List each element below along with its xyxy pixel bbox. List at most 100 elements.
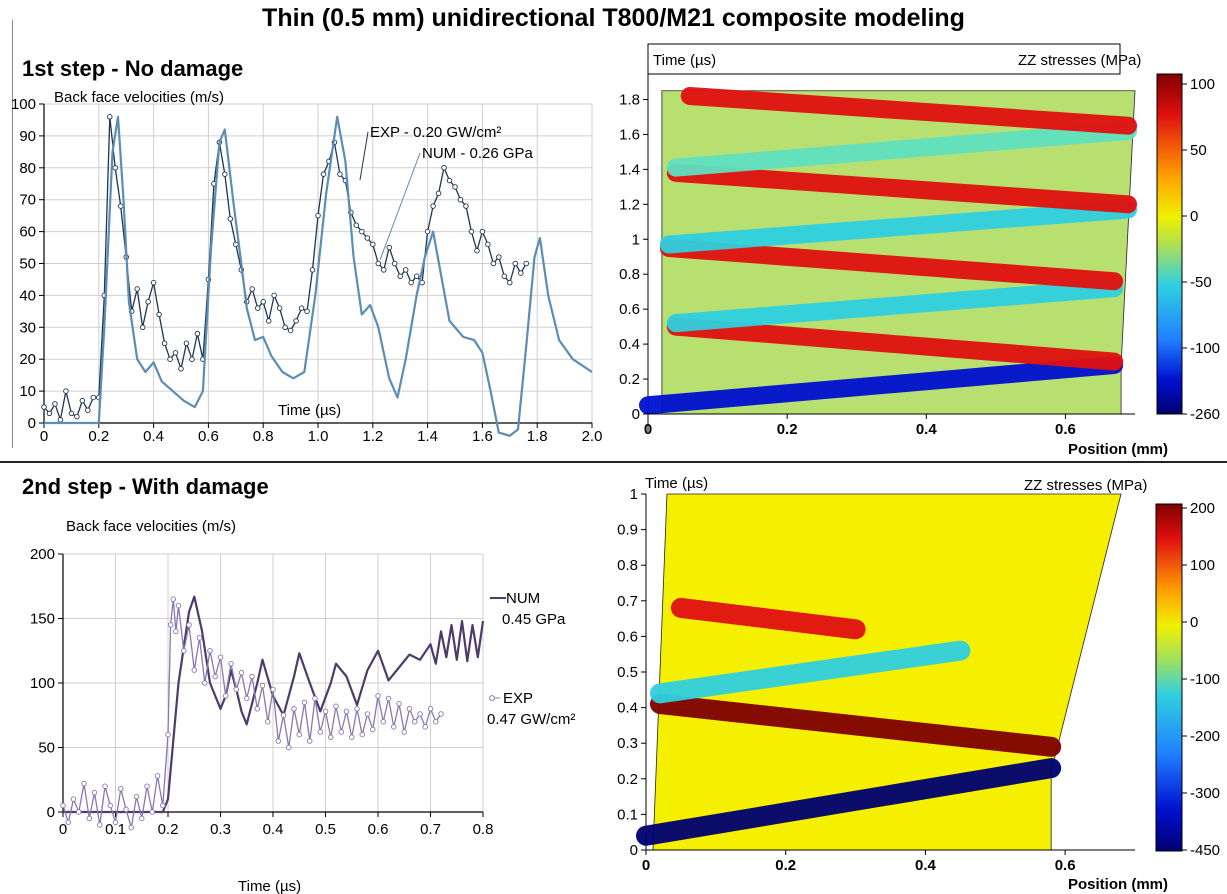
data-point xyxy=(364,711,371,717)
colorbar-tick-label: 100 xyxy=(1190,76,1215,93)
data-point xyxy=(391,724,397,730)
data-point xyxy=(159,802,166,809)
data-point xyxy=(446,177,453,184)
data-point xyxy=(149,809,155,815)
data-point xyxy=(81,780,87,787)
x-tick-label: 0.5 xyxy=(315,821,336,838)
section-divider xyxy=(0,461,1227,463)
data-point xyxy=(412,718,418,725)
x-tick-label: 1.8 xyxy=(527,428,548,445)
colorbar-label: ZZ stresses (MPa) xyxy=(1024,477,1147,494)
y-tick-label: 0 xyxy=(28,415,36,432)
y-tick-label: 10 xyxy=(19,383,36,400)
data-point xyxy=(406,706,413,712)
y-tick-label: 0.4 xyxy=(617,700,638,717)
x-tick-label: 0 xyxy=(59,821,67,838)
y-tick-label: 200 xyxy=(30,546,55,563)
data-point xyxy=(186,622,192,628)
y-tick-label: 1.8 xyxy=(619,91,640,108)
data-point xyxy=(254,305,261,311)
data-point xyxy=(85,407,91,413)
y-tick-label: 0.6 xyxy=(617,628,638,645)
data-point xyxy=(359,731,366,738)
y-axis-label: Time (µs) xyxy=(645,475,708,492)
data-point xyxy=(359,228,365,235)
x-tick-label: 2.0 xyxy=(582,428,603,445)
stress-wave-band xyxy=(659,239,1124,291)
data-point xyxy=(91,789,98,796)
data-point xyxy=(167,622,174,628)
data-point xyxy=(238,669,245,676)
series-line-2 xyxy=(62,598,442,829)
data-point xyxy=(479,228,486,235)
data-point xyxy=(370,241,376,248)
data-point xyxy=(296,731,303,738)
data-point xyxy=(265,718,271,725)
data-point xyxy=(315,212,321,219)
step1-title: 1st step - No damage xyxy=(22,56,244,81)
data-point xyxy=(271,292,277,299)
stress-wave-band xyxy=(636,758,1062,846)
colorbar-tick-label: 100 xyxy=(1190,557,1215,574)
data-point xyxy=(375,260,382,267)
stress-map-no-damage: Time (µs) ZZ stresses (MPa) 0 0.2 0.4 0.600… xyxy=(619,43,1220,458)
x-tick-label: 0.8 xyxy=(253,428,274,445)
x-tick-label: 0.4 xyxy=(915,857,937,874)
colorbar-tick-label: -100 xyxy=(1190,340,1220,357)
y-tick-label: 100 xyxy=(11,96,36,113)
data-point xyxy=(156,311,162,318)
x-tick-label: 1.2 xyxy=(362,428,383,445)
stress-wave-band xyxy=(680,86,1138,135)
data-point xyxy=(424,228,431,235)
y-tick-label: 1.4 xyxy=(619,161,640,178)
data-point xyxy=(207,647,213,654)
data-point xyxy=(375,693,381,699)
data-point xyxy=(309,267,316,273)
x-axis-label: Position (mm) xyxy=(1068,441,1168,458)
y-tick-label: 0 xyxy=(47,804,55,821)
data-point xyxy=(322,708,329,715)
y-tick-label: 0.7 xyxy=(617,593,638,610)
data-point xyxy=(90,394,97,401)
data-point xyxy=(86,815,92,822)
data-point xyxy=(496,254,502,260)
y-tick-label: 40 xyxy=(19,287,36,304)
y-tick-label: 50 xyxy=(38,740,55,757)
data-point xyxy=(123,806,129,813)
data-point xyxy=(370,726,376,733)
stress-wave-band xyxy=(649,640,971,704)
y-tick-label: 150 xyxy=(30,611,55,628)
x-tick-label: 0.2 xyxy=(775,857,796,874)
x-tick-label: 0.4 xyxy=(263,821,284,838)
data-point xyxy=(312,695,318,702)
velocity-chart-with-damage: 0 0.1 0.2 0.3 0.4 0.5 0.6 0.7 0.8 0 50 100 150 200 Ba… xyxy=(30,518,575,894)
data-point xyxy=(333,703,339,709)
data-point xyxy=(337,171,343,177)
data-point xyxy=(183,340,190,346)
data-point xyxy=(301,699,308,706)
data-point xyxy=(438,711,444,717)
y-tick-label: 0.2 xyxy=(619,371,640,388)
colorbar-tick-label: 0 xyxy=(1190,208,1198,225)
y-tick-label: 0.3 xyxy=(617,735,638,752)
colorbar-ticks: 100 50 0 -50 -100 -260 xyxy=(1182,76,1220,423)
data-point xyxy=(175,602,182,609)
y-axis-label: Back face velocities (m/s) xyxy=(54,89,224,106)
x-tick-label: 0.2 xyxy=(88,428,109,445)
data-point xyxy=(512,260,519,267)
x-tick-label: 0.2 xyxy=(777,421,798,438)
colorbar-tick-label: -100 xyxy=(1190,671,1220,688)
data-point xyxy=(57,417,64,423)
data-point xyxy=(68,410,75,417)
data-point xyxy=(107,114,113,120)
data-point xyxy=(249,286,255,292)
y-axis-label: Time (µs) xyxy=(653,52,716,69)
data-point xyxy=(468,228,475,235)
x-tick-label: 0.6 xyxy=(368,821,389,838)
legend-exp-name: EXP xyxy=(503,690,533,707)
data-point xyxy=(408,279,414,286)
x-tick-label: 1.0 xyxy=(308,428,329,445)
x-tick-label: 0.6 xyxy=(198,428,219,445)
data-point xyxy=(222,171,228,177)
stress-wave-band xyxy=(666,317,1124,371)
